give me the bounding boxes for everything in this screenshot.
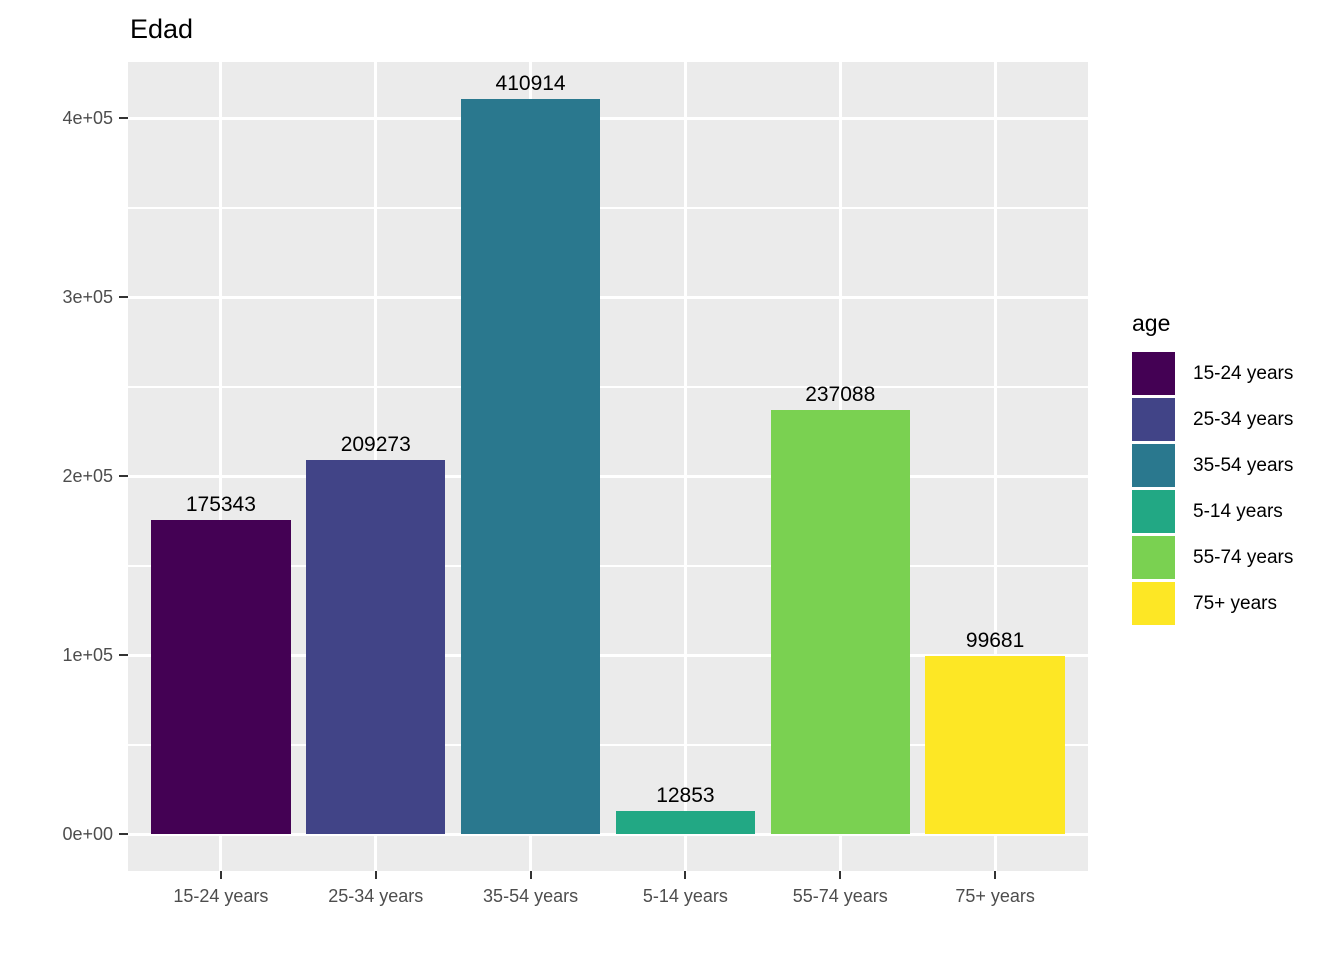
x-axis-tick-label: 5-14 years [642,886,728,906]
legend-entry-label: 5-14 years [1193,500,1283,522]
legend-entry: 35-54 years [1132,444,1332,487]
bar-value-label: 99681 [965,628,1025,652]
gridline-major [128,116,1088,120]
legend-color-swatch [1132,444,1175,487]
gridline-minor [128,206,1088,209]
x-axis-tick-label: 35-54 years [483,886,579,906]
gridline-minor [128,564,1088,567]
legend-entry: 55-74 years [1132,536,1332,579]
gridline-major [128,295,1088,299]
y-axis-tick [119,833,128,836]
y-axis-tick-label: 2e+05 [62,466,113,487]
bar [770,409,910,835]
legend-color-swatch [1132,352,1175,395]
legend-entry: 15-24 years [1132,352,1332,395]
legend-color-swatch [1132,582,1175,625]
legend: age 15-24 years 25-34 years 35-54 years 5-1… [1132,308,1332,625]
legend-entry: 75+ years [1132,582,1332,625]
gridline-minor [128,385,1088,388]
gridline-major-vertical [993,62,997,871]
y-axis-tick [119,475,128,478]
x-axis-tick-label: 75+ years [955,886,1035,906]
x-axis-tick [374,871,377,879]
bar [925,655,1065,835]
bar [615,811,756,835]
gridline-minor [128,743,1088,746]
bar-value-label: 237088 [805,382,876,406]
x-axis-tick [684,871,687,879]
bar-value-label: 410914 [495,71,566,95]
x-axis-tick [839,871,842,879]
legend-color-swatch [1132,398,1175,441]
y-axis-tick [119,296,128,299]
y-axis-tick-label: 1e+05 [62,645,113,666]
legend-entry: 25-34 years [1132,398,1332,441]
legend-entry-label: 55-74 years [1193,546,1294,568]
bar-value-label: 175343 [185,493,256,517]
x-axis-tick [219,871,222,879]
bar-value-label: 12853 [656,784,715,808]
gridline-major [128,832,1088,836]
bar [460,98,601,835]
x-axis-tick-label: 25-34 years [328,886,424,906]
plot-panel: 175343 209273 410914 12853 237088 99681 [128,62,1088,871]
gridline-major [128,474,1088,478]
bar [151,520,291,835]
legend-color-swatch [1132,536,1175,579]
bar [306,459,446,835]
legend-color-swatch [1132,490,1175,533]
gridline-major [128,653,1088,657]
legend-entry-label: 35-54 years [1193,454,1294,476]
x-axis-tick [529,871,532,879]
legend-entry-label: 25-34 years [1193,408,1294,430]
x-axis-tick-label: 15-24 years [173,886,269,906]
legend-entry: 5-14 years [1132,490,1332,533]
legend-entry-label: 75+ years [1193,592,1277,614]
y-axis-tick-label: 0e+00 [62,824,113,845]
x-axis-tick-label: 55-74 years [792,886,888,906]
x-axis-tick [994,871,997,879]
y-axis-tick [119,654,128,657]
gridline-major-vertical [219,62,223,871]
y-axis-tick-label: 3e+05 [62,287,113,308]
legend-title: age [1132,310,1171,336]
y-axis-tick-label: 4e+05 [62,108,113,129]
legend-entries: 15-24 years 25-34 years 35-54 years 5-14 ye… [1132,352,1332,625]
y-axis-tick [119,117,128,120]
legend-entry-label: 15-24 years [1193,362,1294,384]
chart-title: Edad [130,14,194,44]
bar-value-label: 209273 [340,432,411,456]
gridline-major-vertical [683,62,687,871]
